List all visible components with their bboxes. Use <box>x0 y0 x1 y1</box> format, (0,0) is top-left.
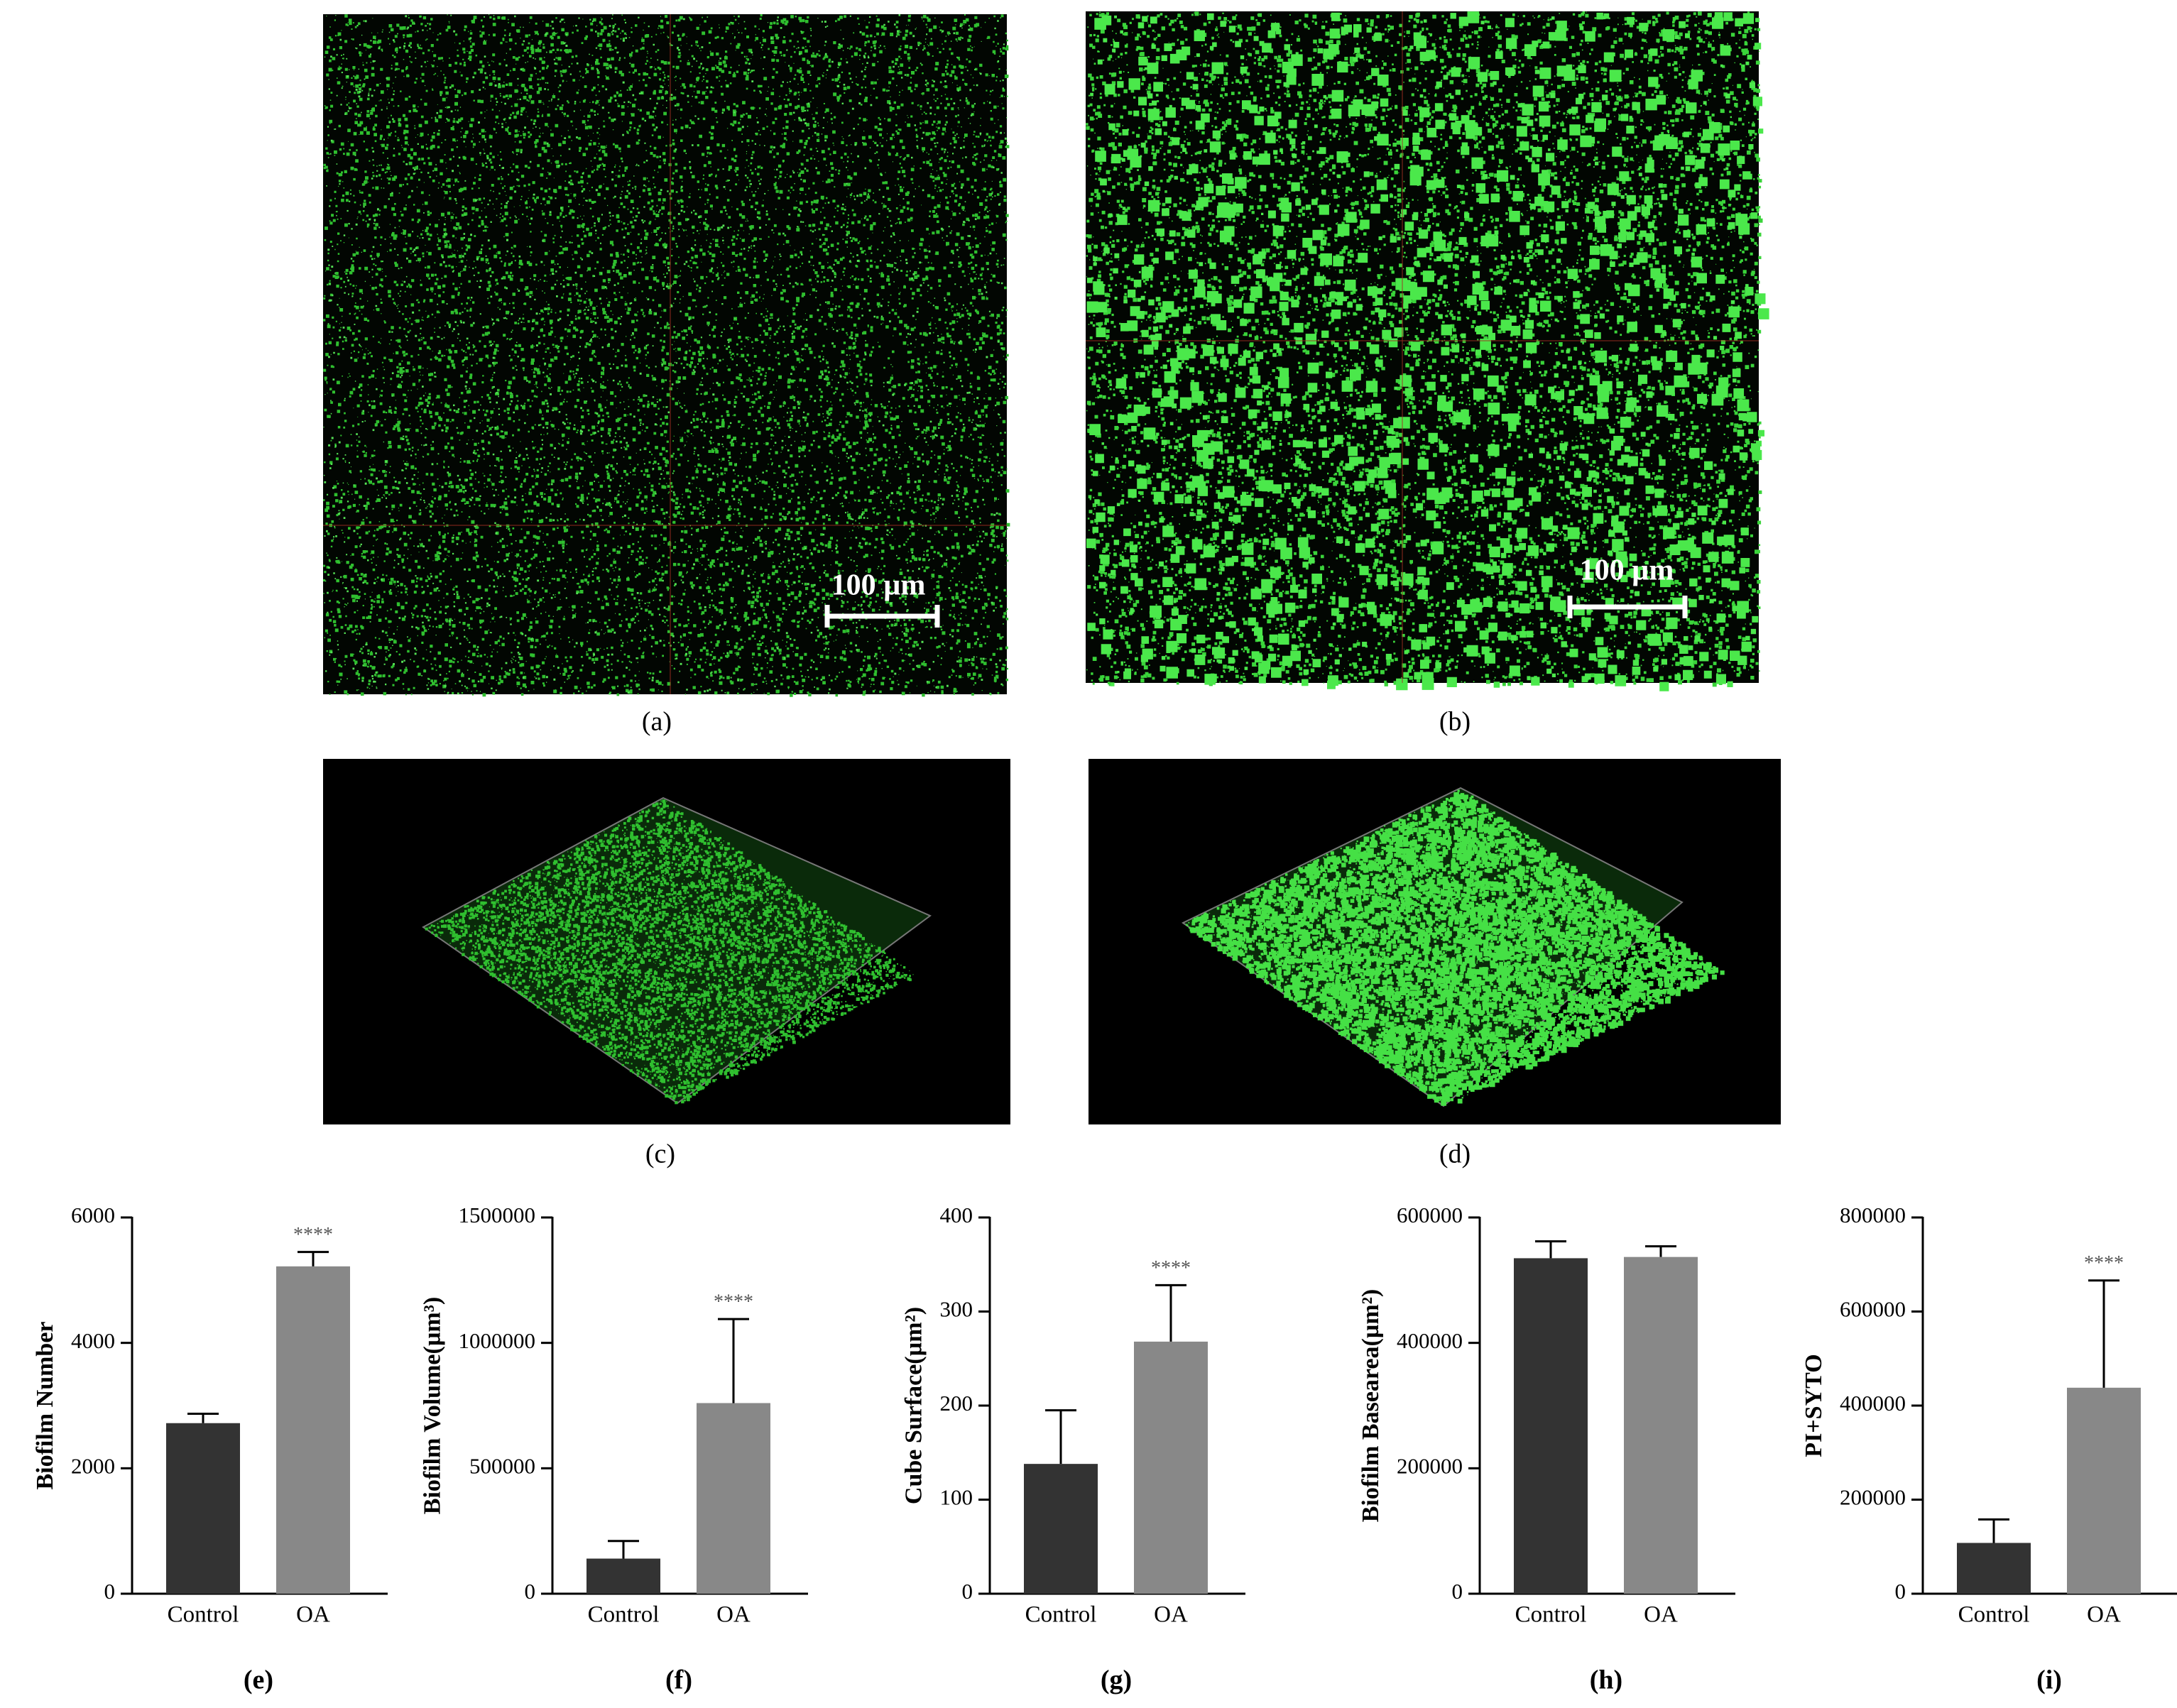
y-tick-label: 0 <box>104 1579 116 1604</box>
error-bar <box>2088 1279 2119 1388</box>
x-tick-label: Control <box>168 1602 239 1628</box>
y-tick-label: 500000 <box>469 1453 535 1478</box>
cells <box>323 11 1769 1107</box>
panel-label: (b) <box>1439 707 1471 737</box>
scale-bar-label: 100 µm <box>1580 554 1674 587</box>
panel-label: (g) <box>1101 1665 1132 1695</box>
x-tick-label: Control <box>588 1602 660 1628</box>
error-bar <box>718 1318 749 1403</box>
y-tick-label: 400000 <box>1840 1391 1906 1416</box>
panel-label: (d) <box>1439 1139 1471 1169</box>
significance: **** <box>2084 1252 2124 1274</box>
bar <box>1514 1258 1588 1594</box>
y-tick-label: 200 <box>940 1391 973 1416</box>
error-bar <box>298 1251 329 1266</box>
cell-cluster <box>1086 11 1769 691</box>
error-bar <box>1645 1245 1676 1257</box>
bar <box>2067 1387 2141 1594</box>
y-tick-label: 600000 <box>1397 1203 1463 1227</box>
x-tick-label: OA <box>1644 1602 1678 1628</box>
y-tick-label: 400000 <box>1397 1328 1463 1353</box>
y-axis-label: Biofilm Volume(µm³) <box>419 1297 445 1515</box>
scale-bar-label: 100 µm <box>831 569 926 602</box>
bar <box>697 1403 770 1594</box>
y-axis-label: Biofilm Basearea(µm²) <box>1358 1289 1384 1522</box>
y-tick-label: 0 <box>1895 1579 1906 1604</box>
cell-cluster <box>1186 789 1725 1106</box>
error-bar <box>1978 1518 2009 1543</box>
bar <box>276 1266 350 1594</box>
y-axis-label: Biofilm Number <box>32 1321 58 1489</box>
cell-cluster <box>425 799 914 1105</box>
y-tick-label: 1500000 <box>459 1203 536 1227</box>
panel-label: (f) <box>665 1665 692 1695</box>
y-tick-label: 800000 <box>1840 1203 1906 1227</box>
x-tick-label: OA <box>1154 1602 1188 1628</box>
y-tick-label: 200000 <box>1840 1485 1906 1510</box>
x-tick-label: Control <box>1515 1602 1587 1628</box>
y-tick-label: 6000 <box>71 1203 115 1227</box>
y-tick-label: 400 <box>940 1203 973 1227</box>
panel-label: (h) <box>1590 1665 1622 1695</box>
y-axis-label: Cube Surface(µm²) <box>900 1307 927 1504</box>
cell-cluster <box>323 14 1010 697</box>
y-tick-label: 0 <box>1452 1579 1463 1604</box>
x-tick-label: OA <box>2087 1602 2121 1628</box>
y-tick-label: 0 <box>962 1579 973 1604</box>
error-bar <box>1155 1283 1186 1342</box>
panel-label: (i) <box>2036 1665 2062 1695</box>
y-tick-label: 300 <box>940 1297 973 1322</box>
x-tick-label: Control <box>1025 1602 1097 1628</box>
panel-label: (c) <box>645 1139 675 1169</box>
x-tick-label: Control <box>1958 1602 2030 1628</box>
y-axis-label: PI+SYTO <box>1801 1354 1827 1457</box>
bar <box>1957 1543 2031 1594</box>
y-tick-label: 4000 <box>71 1328 115 1353</box>
y-tick-label: 2000 <box>71 1453 115 1478</box>
error-bar <box>1535 1240 1566 1259</box>
y-tick-label: 200000 <box>1397 1453 1463 1478</box>
scale-bar <box>824 605 940 628</box>
bar <box>586 1558 660 1594</box>
scale-bar <box>1567 596 1688 618</box>
y-tick-label: 0 <box>525 1579 536 1604</box>
significance: **** <box>293 1224 333 1246</box>
y-tick-label: 1000000 <box>459 1328 536 1353</box>
bar <box>166 1423 240 1594</box>
bar <box>1624 1257 1698 1594</box>
x-tick-label: OA <box>716 1602 751 1628</box>
bar <box>1024 1464 1098 1594</box>
significance: **** <box>1151 1257 1191 1279</box>
error-bar <box>608 1540 639 1559</box>
panel-label: (e) <box>244 1665 273 1695</box>
y-tick-label: 100 <box>940 1485 973 1510</box>
x-tick-label: OA <box>296 1602 330 1628</box>
micrograph-a <box>323 14 1007 694</box>
bar <box>1134 1341 1208 1594</box>
significance: **** <box>714 1291 753 1313</box>
error-bar <box>1045 1409 1076 1465</box>
y-tick-label: 600000 <box>1840 1297 1906 1322</box>
panel-label: (a) <box>642 707 672 737</box>
error-bar <box>187 1412 219 1423</box>
